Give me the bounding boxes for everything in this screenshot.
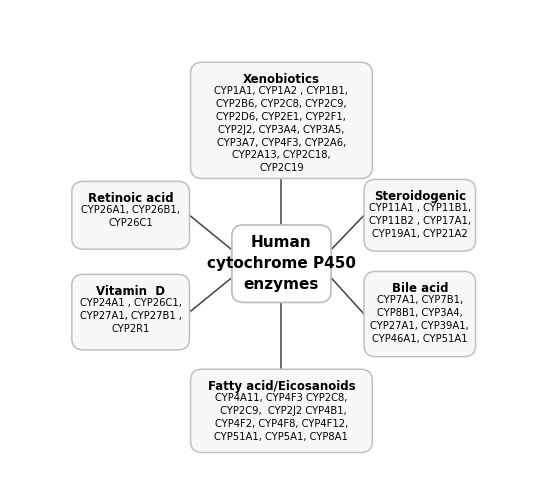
Text: Bile acid: Bile acid	[392, 282, 448, 295]
FancyBboxPatch shape	[72, 274, 190, 350]
Text: Vitamin  D: Vitamin D	[96, 285, 165, 298]
Text: Retinoic acid: Retinoic acid	[88, 192, 173, 205]
Text: Fatty acid/Eicosanoids: Fatty acid/Eicosanoids	[208, 380, 355, 393]
Text: Steroidogenic: Steroidogenic	[374, 190, 466, 203]
Text: CYP7A1, CYP7B1,
CYP8B1, CYP3A4,
CYP27A1, CYP39A1,
CYP46A1, CYP51A1: CYP7A1, CYP7B1, CYP8B1, CYP3A4, CYP27A1,…	[370, 295, 469, 344]
FancyBboxPatch shape	[364, 180, 475, 251]
Text: CYP26A1, CYP26B1,
CYP26C1: CYP26A1, CYP26B1, CYP26C1	[81, 205, 180, 228]
Text: CYP24A1 , CYP26C1,
CYP27A1, CYP27B1 ,
CYP2R1: CYP24A1 , CYP26C1, CYP27A1, CYP27B1 , CY…	[79, 298, 182, 334]
FancyBboxPatch shape	[364, 272, 475, 357]
Text: Human
cytochrome P450
enzymes: Human cytochrome P450 enzymes	[207, 235, 356, 292]
FancyBboxPatch shape	[72, 182, 190, 249]
FancyBboxPatch shape	[191, 369, 372, 453]
Text: Xenobiotics: Xenobiotics	[243, 73, 320, 86]
Text: CYP4A11, CYP4F3 CYP2C8,
 CYP2C9,  CYP2J2 CYP4B1,
CYP4F2, CYP4F8, CYP4F12,
CYP51A: CYP4A11, CYP4F3 CYP2C8, CYP2C9, CYP2J2 C…	[214, 393, 349, 442]
Text: CYP11A1 , CYP11B1,
CYP11B2 , CYP17A1,
CYP19A1, CYP21A2: CYP11A1 , CYP11B1, CYP11B2 , CYP17A1, CY…	[369, 204, 471, 239]
FancyBboxPatch shape	[191, 62, 372, 179]
FancyBboxPatch shape	[232, 225, 331, 302]
Text: CYP1A1, CYP1A2 , CYP1B1,
CYP2B6, CYP2C8, CYP2C9,
CYP2D6, CYP2E1, CYP2F1,
CYP2J2,: CYP1A1, CYP1A2 , CYP1B1, CYP2B6, CYP2C8,…	[214, 87, 349, 173]
